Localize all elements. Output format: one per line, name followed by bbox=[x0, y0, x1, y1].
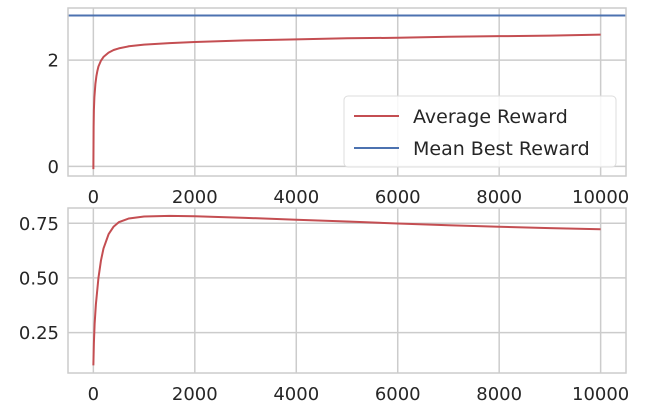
legend: Average Reward Mean Best Reward bbox=[343, 95, 617, 168]
x-tick-label: 6000 bbox=[375, 187, 421, 208]
x-tick-label: 0 bbox=[88, 187, 99, 208]
axes-frame bbox=[67, 7, 627, 177]
x-tick-label: 4000 bbox=[273, 187, 319, 208]
x-tick-label: 2000 bbox=[172, 384, 218, 405]
x-tick-label: 8000 bbox=[476, 384, 522, 405]
y-tick-label: 0.75 bbox=[19, 214, 59, 235]
x-tick-label: 4000 bbox=[273, 384, 319, 405]
series-line-1 bbox=[92, 214, 601, 366]
y-tick-label: 0.25 bbox=[19, 323, 59, 344]
x-tick-label: 0 bbox=[88, 384, 99, 405]
x-tick-label: 8000 bbox=[476, 187, 522, 208]
subplot-1: 0 2000 4000 6000 8000 10000 0 2 Average Reward Me… bbox=[48, 7, 629, 208]
axes-frame bbox=[67, 207, 627, 374]
x-tick-label: 2000 bbox=[172, 187, 218, 208]
y-tick-label: 0.50 bbox=[19, 268, 59, 289]
y-tick-label: 0 bbox=[48, 157, 59, 178]
x-tick-label: 10000 bbox=[572, 187, 629, 208]
y-tick-label: 2 bbox=[48, 51, 59, 72]
subplot-2: 0 2000 4000 6000 8000 10000 0.25 0.50 0.75 bbox=[19, 207, 629, 405]
legend-label-2: Mean Best Reward bbox=[413, 138, 590, 160]
x-tick-label: 6000 bbox=[375, 384, 421, 405]
series-line-1 bbox=[92, 33, 601, 170]
legend-box bbox=[343, 95, 617, 168]
x-tick-label: 10000 bbox=[572, 384, 629, 405]
legend-label-1: Average Reward bbox=[413, 106, 568, 128]
